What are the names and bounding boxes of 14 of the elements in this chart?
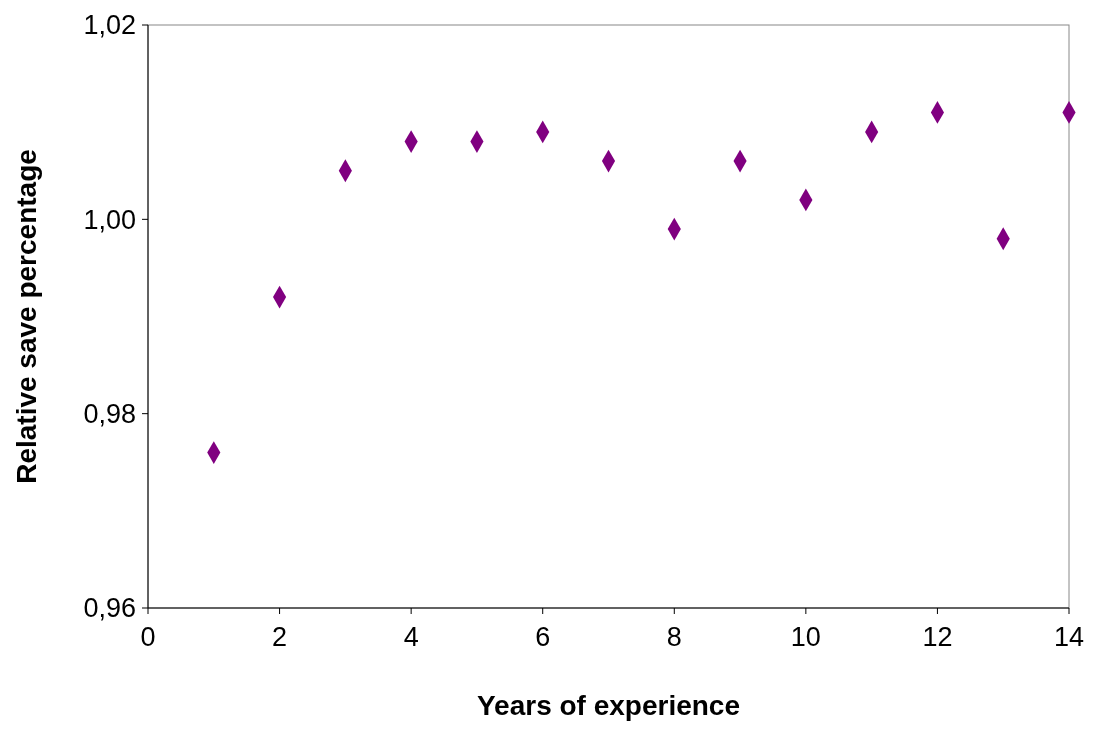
y-tick-label: 0,98 xyxy=(83,399,136,430)
x-tick-label: 4 xyxy=(403,622,419,652)
x-tick-label: 0 xyxy=(140,622,156,652)
y-tick-label: 1,02 xyxy=(83,10,136,41)
y-tick-label: 0,96 xyxy=(83,593,136,624)
x-tick-label: 8 xyxy=(666,622,682,652)
y-tick-label: 1,00 xyxy=(83,204,136,235)
x-tick-label: 2 xyxy=(272,622,288,652)
x-tick-label: 10 xyxy=(790,622,821,652)
x-tick-label: 14 xyxy=(1053,622,1085,652)
y-axis-title: Relative save percentage xyxy=(11,149,42,484)
x-tick-label: 12 xyxy=(922,622,953,652)
x-tick-label: 6 xyxy=(535,622,551,652)
x-axis-title: Years of experience xyxy=(476,690,741,721)
